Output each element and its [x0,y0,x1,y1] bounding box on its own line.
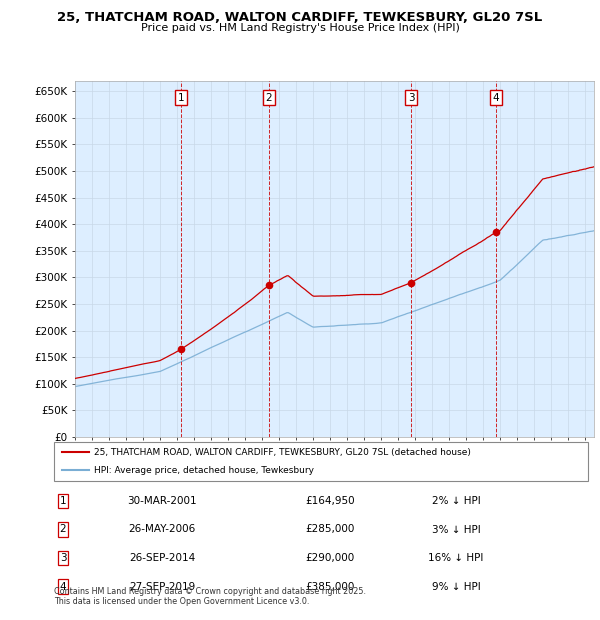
Text: HPI: Average price, detached house, Tewkesbury: HPI: Average price, detached house, Tewk… [94,466,314,475]
Text: 1: 1 [178,92,185,103]
Text: Contains HM Land Registry data © Crown copyright and database right 2025.
This d: Contains HM Land Registry data © Crown c… [54,587,366,606]
Text: £285,000: £285,000 [305,525,355,534]
Text: 2% ↓ HPI: 2% ↓ HPI [431,496,481,506]
Text: 30-MAR-2001: 30-MAR-2001 [127,496,197,506]
Text: £290,000: £290,000 [305,553,355,563]
Text: 4: 4 [59,582,67,591]
Text: 2: 2 [266,92,272,103]
Text: Price paid vs. HM Land Registry's House Price Index (HPI): Price paid vs. HM Land Registry's House … [140,23,460,33]
Text: 3: 3 [408,92,415,103]
Text: 3% ↓ HPI: 3% ↓ HPI [431,525,481,534]
Text: 25, THATCHAM ROAD, WALTON CARDIFF, TEWKESBURY, GL20 7SL (detached house): 25, THATCHAM ROAD, WALTON CARDIFF, TEWKE… [94,448,471,457]
Text: 27-SEP-2019: 27-SEP-2019 [129,582,195,591]
Text: 16% ↓ HPI: 16% ↓ HPI [428,553,484,563]
Text: 9% ↓ HPI: 9% ↓ HPI [431,582,481,591]
Text: 3: 3 [59,553,67,563]
Text: 25, THATCHAM ROAD, WALTON CARDIFF, TEWKESBURY, GL20 7SL: 25, THATCHAM ROAD, WALTON CARDIFF, TEWKE… [58,11,542,24]
Text: 1: 1 [59,496,67,506]
Text: 26-MAY-2006: 26-MAY-2006 [128,525,196,534]
Text: 2: 2 [59,525,67,534]
Text: 4: 4 [493,92,499,103]
Text: £385,000: £385,000 [305,582,355,591]
Text: 26-SEP-2014: 26-SEP-2014 [129,553,195,563]
Text: £164,950: £164,950 [305,496,355,506]
